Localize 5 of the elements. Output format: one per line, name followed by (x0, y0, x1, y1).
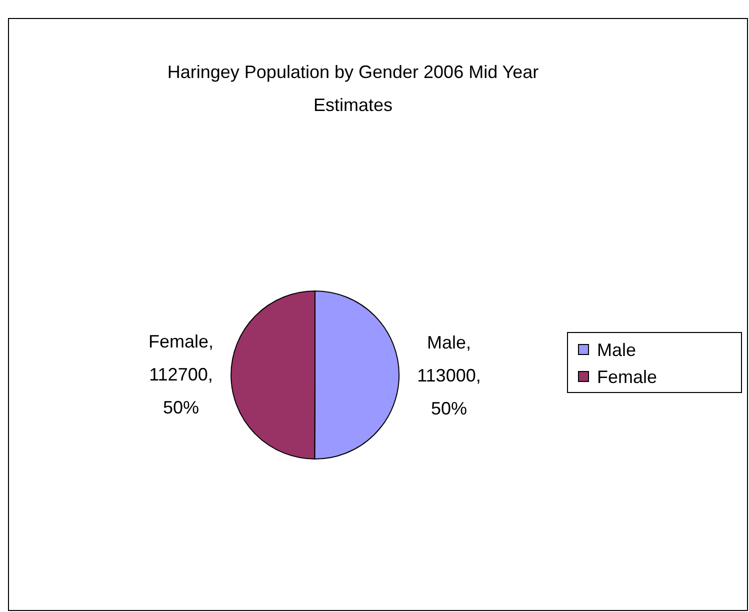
data-label: Female, 112700, 50% (148, 332, 214, 418)
legend-label: Female (597, 367, 658, 387)
legend-label: Male (597, 340, 636, 360)
chart-title: Haringey Population by Gender 2006 Mid Year Estimates (167, 62, 539, 115)
data-label: Male, 113000, 50% (417, 332, 481, 418)
